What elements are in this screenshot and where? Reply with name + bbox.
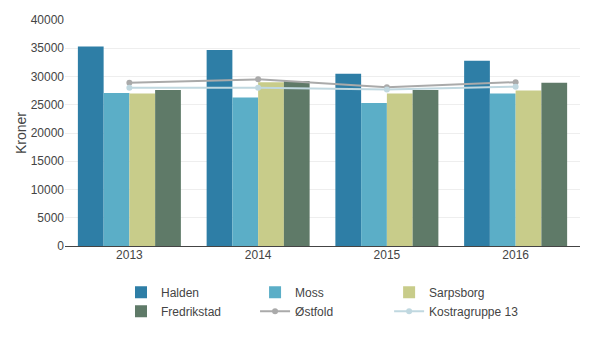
svg-text:2016: 2016 (502, 248, 529, 262)
svg-text:Kostragruppe 13: Kostragruppe 13 (429, 305, 518, 319)
svg-text:20000: 20000 (31, 126, 65, 140)
svg-text:Sarpsborg: Sarpsborg (429, 286, 484, 300)
svg-text:2014: 2014 (245, 248, 272, 262)
svg-text:2015: 2015 (374, 248, 401, 262)
svg-text:30000: 30000 (31, 70, 65, 84)
svg-text:Kroner: Kroner (13, 112, 29, 154)
svg-text:2013: 2013 (116, 248, 143, 262)
svg-text:5000: 5000 (37, 211, 64, 225)
svg-text:Fredrikstad: Fredrikstad (161, 305, 221, 319)
svg-text:35000: 35000 (31, 41, 65, 55)
svg-text:0: 0 (57, 239, 64, 253)
svg-text:25000: 25000 (31, 98, 65, 112)
svg-text:Moss: Moss (295, 286, 324, 300)
svg-text:10000: 10000 (31, 183, 65, 197)
svg-text:Østfold: Østfold (295, 305, 333, 319)
svg-text:40000: 40000 (31, 13, 65, 27)
svg-text:Halden: Halden (161, 286, 199, 300)
svg-text:15000: 15000 (31, 154, 65, 168)
